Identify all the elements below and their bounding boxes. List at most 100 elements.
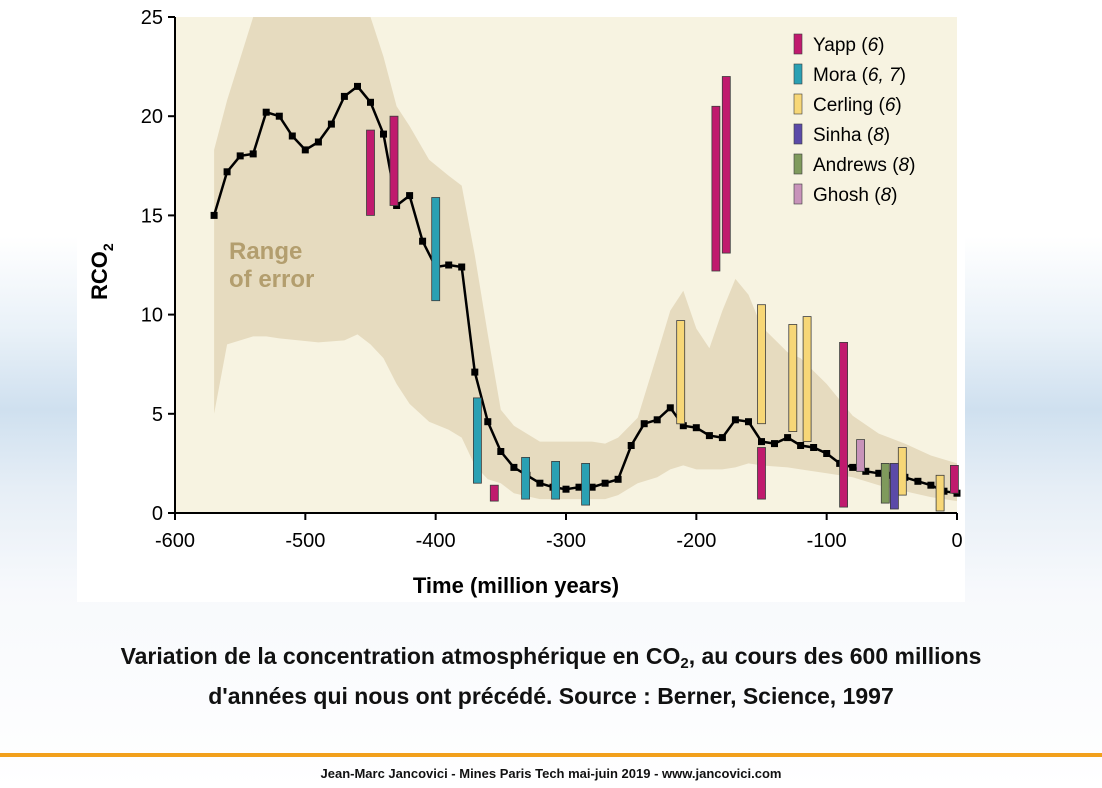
legend-ref: 8	[873, 125, 884, 146]
error-band	[214, 17, 958, 502]
footer-rule	[0, 753, 1102, 757]
data-point	[471, 368, 479, 376]
data-point	[758, 438, 765, 446]
legend-swatch-sinha	[793, 123, 803, 145]
legend-close-paren: )	[895, 95, 901, 116]
legend-label-andrews: Andrews (8)	[813, 155, 915, 176]
y-tick-label: 20	[141, 106, 163, 128]
legend-label-yapp: Yapp (6)	[813, 35, 884, 56]
caption-line-2: d'années qui nous ont précédé. Source : …	[208, 683, 894, 709]
data-point	[784, 434, 792, 442]
legend-ref: 8	[899, 155, 910, 176]
proxy-bar-mora	[521, 456, 531, 500]
legend-ref: 6	[885, 95, 896, 116]
data-point	[288, 132, 296, 140]
legend-open-paren: (	[887, 155, 899, 176]
slide-caption: Variation de la concentration atmosphéri…	[0, 640, 1102, 713]
y-axis-title: RCO2	[87, 243, 116, 300]
data-point	[588, 483, 596, 491]
data-point	[731, 416, 739, 424]
data-point	[692, 424, 700, 432]
proxy-bar-mora	[581, 462, 591, 506]
y-tick-label: 0	[152, 503, 163, 525]
proxy-bar-cerling	[935, 474, 945, 512]
proxy-bar-yapp	[839, 341, 848, 508]
proxy-bar-mora	[431, 197, 441, 302]
caption-line-1: Variation de la concentration atmosphéri…	[0, 640, 1102, 680]
data-point	[862, 467, 870, 475]
caption-subscript: 2	[680, 655, 689, 672]
y-tick-label: 10	[141, 305, 163, 327]
x-tick-label: -500	[285, 530, 325, 552]
proxy-bar-yapp	[366, 129, 375, 216]
data-point	[562, 485, 570, 493]
y-axis-title-main: RCO	[87, 251, 112, 300]
legend-open-paren: (	[856, 65, 868, 86]
data-point	[406, 192, 414, 200]
data-point	[875, 469, 883, 477]
data-point	[210, 211, 218, 219]
data-point	[718, 434, 726, 442]
legend-open-paren: (	[856, 35, 868, 56]
data-point	[771, 440, 778, 448]
legend-swatch-cerling	[793, 93, 803, 115]
x-tick-label: -600	[155, 530, 195, 552]
legend-label-mora: Mora (6, 7)	[813, 65, 906, 86]
legend-ref: 6, 7	[868, 65, 901, 86]
data-point	[575, 483, 583, 491]
data-point	[627, 442, 635, 449]
legend-swatch-yapp	[793, 33, 803, 55]
legend-open-paren: (	[873, 95, 885, 116]
proxy-bar-mora	[472, 397, 482, 484]
data-point	[797, 442, 805, 449]
data-point	[340, 92, 348, 100]
proxy-bar-ghosh	[856, 439, 865, 472]
error-band-label: Range	[229, 238, 302, 265]
data-point	[666, 404, 674, 412]
legend-label-ghosh: Ghosh (8)	[813, 185, 898, 206]
legend-name: Cerling	[813, 95, 873, 116]
data-point	[601, 479, 609, 487]
proxy-bar-cerling	[676, 320, 686, 425]
data-point	[445, 261, 453, 269]
legend-swatch-mora	[793, 63, 803, 85]
data-point	[380, 130, 387, 138]
data-point	[510, 463, 518, 471]
proxy-bar-mora	[551, 460, 561, 500]
y-axis-title-subscript: 2	[100, 243, 116, 251]
x-axis-title: Time (million years)	[413, 573, 619, 598]
caption-text-part2: , au cours des 600 millions	[688, 643, 982, 669]
x-tick-label: 0	[951, 530, 962, 552]
x-tick-label: -400	[416, 530, 456, 552]
legend-name: Ghosh	[813, 185, 869, 206]
legend-name: Sinha	[813, 125, 862, 146]
data-point	[614, 475, 622, 483]
legend-close-paren: )	[891, 185, 897, 206]
proxy-bar-cerling	[897, 447, 907, 496]
proxy-bar-yapp	[489, 484, 499, 502]
data-point	[458, 263, 466, 271]
proxy-bar-yapp	[711, 105, 721, 272]
y-tick-label: 15	[141, 205, 163, 227]
data-point	[301, 146, 309, 154]
data-point	[705, 432, 713, 440]
data-point	[249, 150, 257, 158]
legend-open-paren: (	[869, 185, 881, 206]
legend-ref: 8	[881, 185, 892, 206]
legend-open-paren: (	[862, 125, 874, 146]
legend-close-paren: )	[909, 155, 915, 176]
data-point	[223, 168, 231, 176]
data-point	[536, 479, 544, 487]
error-band-label: of error	[229, 266, 314, 293]
data-point	[914, 477, 922, 485]
data-point	[745, 418, 752, 426]
data-point	[367, 98, 374, 106]
data-point	[679, 422, 687, 430]
proxy-bar-cerling	[757, 304, 766, 425]
legend-name: Yapp	[813, 35, 856, 56]
legend-name: Mora	[813, 65, 857, 86]
legend-close-paren: )	[884, 125, 890, 146]
y-tick-label: 25	[141, 7, 163, 29]
data-point	[823, 450, 831, 457]
